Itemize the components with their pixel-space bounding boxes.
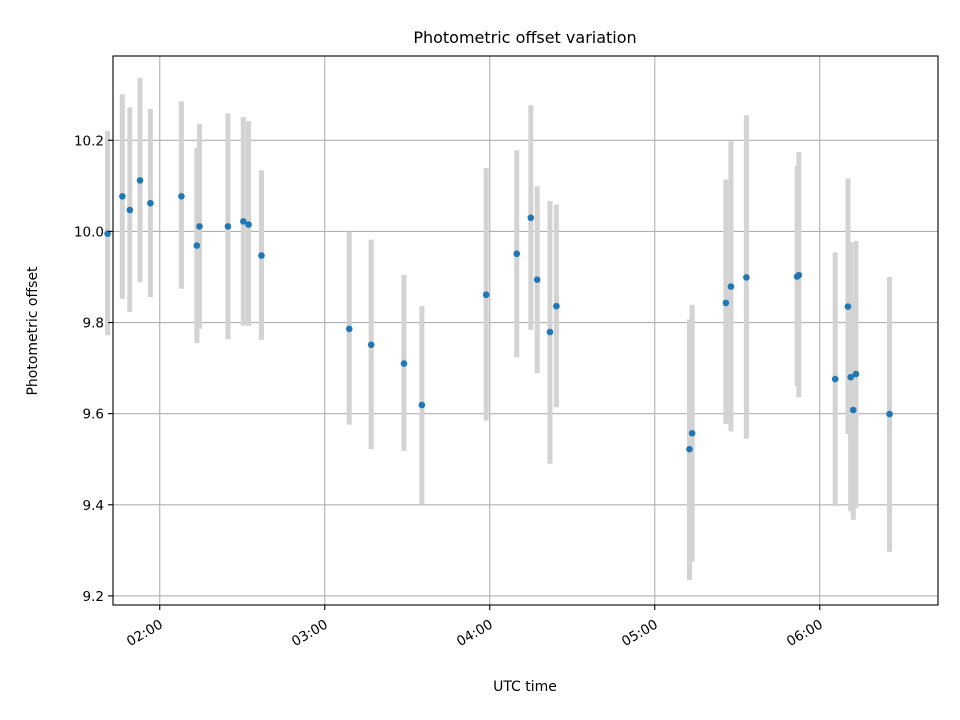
point-layer — [104, 177, 893, 453]
x-axis-label: UTC time — [493, 679, 557, 695]
data-point — [245, 221, 252, 228]
data-point — [240, 218, 247, 225]
data-point — [795, 271, 803, 279]
data-point — [886, 410, 893, 418]
data-point — [482, 291, 490, 299]
data-point — [727, 283, 735, 290]
data-point — [553, 302, 560, 310]
data-point — [722, 299, 730, 307]
data-point — [193, 242, 201, 249]
y-tick-label: 9.8 — [83, 316, 104, 332]
data-point — [847, 373, 854, 381]
data-point — [849, 406, 857, 414]
data-point — [224, 223, 232, 230]
y-tick-label: 10.2 — [74, 133, 104, 149]
data-point — [136, 177, 144, 184]
data-point — [126, 206, 134, 214]
chart-title: Photometric offset variation — [413, 28, 636, 47]
data-point — [852, 370, 860, 378]
data-point — [178, 193, 185, 200]
y-tick-label: 9.4 — [83, 498, 104, 514]
data-point — [688, 429, 696, 437]
data-point — [743, 274, 750, 281]
y-tick-label: 9.2 — [83, 589, 104, 605]
data-point — [345, 325, 353, 333]
data-point — [196, 223, 203, 230]
data-point — [104, 230, 111, 237]
data-point — [147, 199, 154, 207]
data-point — [119, 193, 126, 200]
y-tick-label: 10.0 — [74, 224, 104, 240]
data-point — [686, 445, 693, 453]
y-tick-label: 9.6 — [83, 407, 104, 423]
plot-frame — [112, 55, 939, 606]
data-point — [400, 360, 408, 367]
data-point — [418, 401, 426, 409]
data-point — [367, 341, 375, 349]
data-point — [258, 252, 265, 259]
data-point — [844, 303, 852, 310]
y-axis-label: Photometric offset — [25, 266, 41, 396]
data-point — [513, 250, 521, 258]
data-point — [546, 328, 554, 336]
data-point — [831, 375, 839, 383]
data-point — [527, 214, 535, 222]
data-point — [533, 276, 541, 284]
